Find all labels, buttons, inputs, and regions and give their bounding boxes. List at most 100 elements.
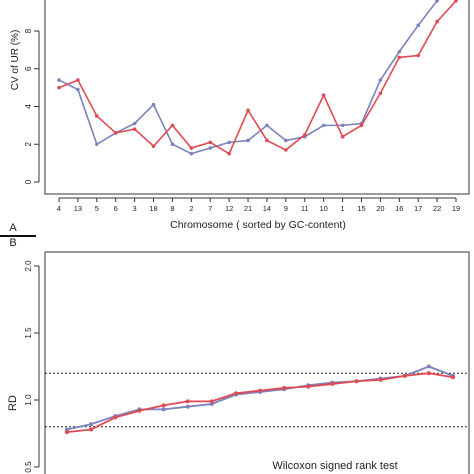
panel-a-x-tick-label: 5 <box>95 204 99 213</box>
panel-a-point-2 <box>416 53 420 58</box>
panel-b-point-2 <box>65 430 69 435</box>
panel-b-point-2 <box>330 381 335 386</box>
panel-a-y-tick-label: 0 <box>24 179 33 184</box>
panel-a-point-1 <box>76 87 80 92</box>
panel-b-point-2 <box>354 379 359 384</box>
panel-a-x-tick-label: 18 <box>149 204 157 213</box>
panel-a-x-tick-label: 20 <box>376 204 384 213</box>
panel-a-x-tick-label: 16 <box>395 204 403 213</box>
panel-a-point-2 <box>76 78 80 82</box>
panel-a-x-tick-label: 15 <box>357 204 365 213</box>
panel-b-letter: B <box>9 237 16 249</box>
panel-a-x-tick-label: 8 <box>170 204 174 213</box>
panel-b-point-2 <box>282 385 287 390</box>
panel-b-point-2 <box>209 399 214 404</box>
panel-b-point-1 <box>161 407 166 412</box>
panel-a-point-2 <box>57 85 61 90</box>
panel-a-point-1 <box>397 49 402 54</box>
panel-a-point-1 <box>227 140 231 145</box>
panel-b-y-axis: 0.5 1.0 1.5 2.0 <box>24 260 40 473</box>
panel-b: 0.5 1.0 1.5 2.0 RD Wilcoxon signed rank tes… <box>7 251 470 474</box>
panel-a-x-tick-label: 19 <box>452 204 460 213</box>
panel-a-point-1 <box>284 138 288 143</box>
panel-a-x-tick-label: 13 <box>74 204 82 213</box>
panel-a-point-1 <box>435 0 439 3</box>
panel-a-point-1 <box>95 142 99 147</box>
panel-b-y-tick-label: 1.0 <box>24 394 33 406</box>
panel-a-point-2 <box>170 123 175 128</box>
panel-a-x-tick-label: 10 <box>319 204 327 213</box>
panel-b-annotation: Wilcoxon signed rank test <box>272 460 397 472</box>
panel-b-series <box>65 364 455 435</box>
panel-b-point-2 <box>451 375 455 380</box>
panel-a-series <box>57 0 458 156</box>
panel-a-x-tick-label: 4 <box>57 204 61 213</box>
panel-a-point-2 <box>454 0 458 3</box>
panel-a-x-tick-label: 17 <box>414 204 422 213</box>
panel-a-point-1 <box>151 102 156 107</box>
panel-a-point-2 <box>132 127 137 131</box>
panel-a-point-2 <box>151 144 156 148</box>
panel-a-point-2 <box>435 19 439 24</box>
panel-a-series-line-1 <box>58 0 438 155</box>
panel-a-point-1 <box>378 78 383 82</box>
panel-a-point-2 <box>302 133 307 137</box>
panel-a-point-1 <box>265 123 269 128</box>
panel-a-point-1 <box>208 146 213 150</box>
panel-b-point-2 <box>378 377 383 382</box>
panel-a-y-tick-label: 6 <box>24 66 33 71</box>
panel-a-point-2 <box>284 148 288 152</box>
panel-a-point-2 <box>95 114 99 118</box>
panel-a-x-tick-label: 1 <box>340 204 344 213</box>
panel-a-series-line-2 <box>58 0 457 155</box>
panel-a-point-2 <box>359 123 364 128</box>
panel-a-plot-frame <box>44 0 470 195</box>
panel-a-y-tick-label: 2 <box>24 141 33 146</box>
panel-a-x-tick-label: 22 <box>433 204 441 213</box>
panel-b-point-2 <box>185 399 190 404</box>
panel-a-point-1 <box>321 123 326 128</box>
panel-a-point-2 <box>189 146 194 150</box>
panel-a-point-1 <box>57 78 61 82</box>
panel-b-point-1 <box>426 364 431 369</box>
panel-b-series-line-1 <box>66 365 454 431</box>
panel-a-x-tick-label: 11 <box>301 204 309 213</box>
panel-b-reference-lines <box>45 372 469 428</box>
panel-b-y-tick-label: 2.0 <box>24 260 33 272</box>
panel-a-point-2 <box>227 151 231 156</box>
panel-a-x-tick-label: 9 <box>284 204 288 213</box>
panel-a-point-2 <box>397 55 402 60</box>
panel-a-point-1 <box>170 142 175 147</box>
panel-a-y-tick-label: 4 <box>24 104 33 109</box>
panel-b-point-2 <box>306 384 311 389</box>
panel-b-point-2 <box>137 408 142 413</box>
panel-a-point-2 <box>265 138 269 143</box>
panel-a-point-2 <box>208 140 213 145</box>
panel-a-point-2 <box>246 108 250 113</box>
panel-a-point-1 <box>246 138 250 143</box>
panel-a-letter: A <box>9 222 17 234</box>
panel-b-point-2 <box>113 415 118 420</box>
panel-a-point-1 <box>132 121 137 126</box>
panel-a-y-axis: 0 2 4 6 8 <box>24 28 40 184</box>
panel-a-point-2 <box>113 131 118 135</box>
panel-a-x-axis: 4 13 5 6 3 18 8 2 7 12 21 14 9 11 10 1 15 20 16 17 22 19 <box>57 197 460 213</box>
panel-b-point-2 <box>233 391 238 396</box>
panel-b-point-1 <box>89 422 94 427</box>
panel-a-x-tick-label: 14 <box>263 204 271 213</box>
panel-a-x-axis-label: Chromosome ( sorted by GC-content) <box>170 219 346 231</box>
panel-b-point-1 <box>185 404 190 409</box>
panel-b-y-tick-label: 1.5 <box>24 327 33 339</box>
panel-a-x-tick-label: 12 <box>225 204 233 213</box>
panel-a-x-tick-label: 21 <box>244 204 252 213</box>
panel-a: 0 2 4 6 8 4 13 5 6 3 18 8 2 7 12 21 14 9 11 10 1 15 20 16 17 22 1… <box>0 0 470 249</box>
panel-b-y-axis-label: RD <box>7 395 19 411</box>
panel-a-x-tick-label: 7 <box>208 204 212 213</box>
panel-a-point-1 <box>189 151 194 156</box>
panel-a-point-2 <box>340 134 345 139</box>
panel-a-y-tick-label: 8 <box>24 28 33 33</box>
panel-b-point-2 <box>89 427 94 432</box>
panel-b-series-line-2 <box>66 372 454 434</box>
panel-a-x-tick-label: 3 <box>133 204 137 213</box>
panel-b-plot-frame <box>44 251 470 474</box>
